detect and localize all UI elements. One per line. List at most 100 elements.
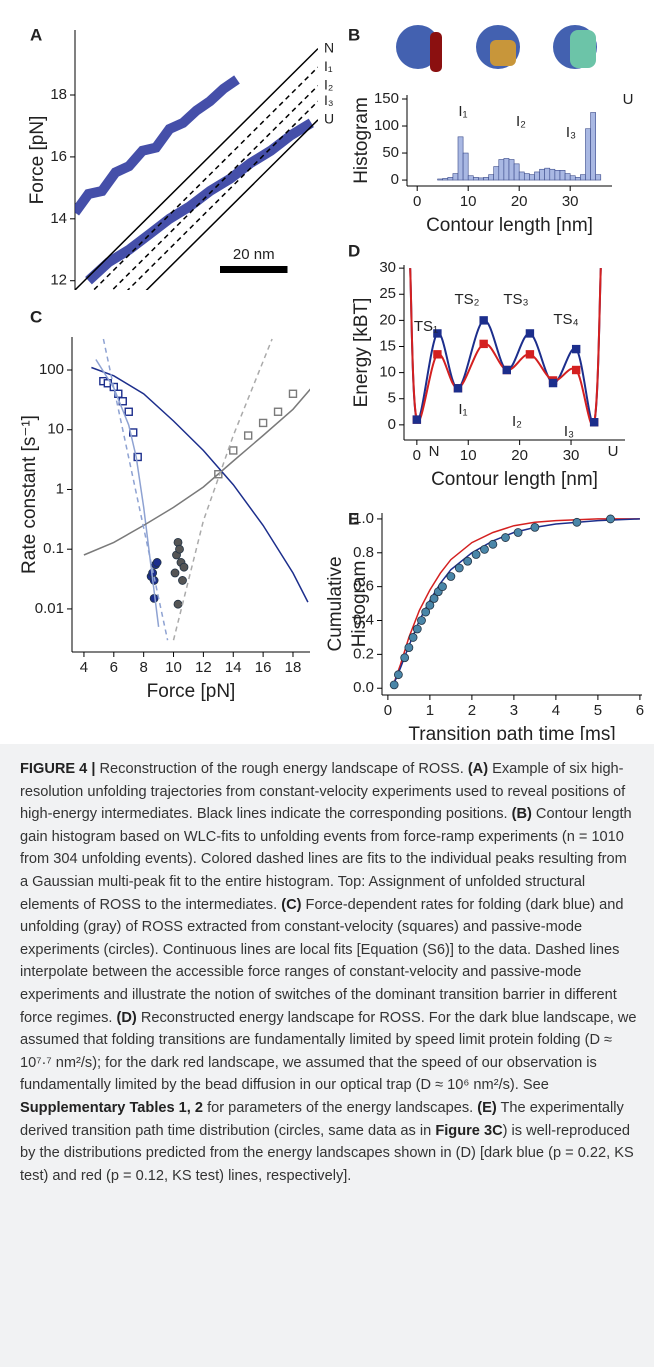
- y-tick-label: 25: [379, 285, 396, 302]
- square-marker: [571, 344, 581, 354]
- histogram-bar: [523, 173, 530, 181]
- circle-marker: [488, 539, 498, 549]
- series-line: [391, 518, 640, 689]
- histogram-bar: [478, 177, 484, 181]
- caption-text: Supplementary Tables 1, 2: [20, 1099, 204, 1116]
- annotation: N: [429, 443, 440, 460]
- helix: [570, 30, 596, 68]
- trace: [75, 75, 240, 216]
- annotation: I₂: [512, 413, 522, 430]
- x-axis-title: Contour length [nm]: [426, 215, 593, 236]
- circle-marker: [463, 556, 473, 566]
- caption-text: (D): [116, 1009, 137, 1026]
- caption-text: Force-dependent rates for folding (dark …: [20, 896, 624, 1026]
- x-tick-label: 10: [165, 659, 182, 676]
- panel-letter: B: [348, 25, 360, 44]
- y-tick-label: 20: [379, 311, 396, 328]
- circle-marker: [606, 514, 615, 524]
- histogram-bar: [580, 174, 586, 181]
- x-tick-label: 20: [511, 193, 528, 210]
- square-marker: [243, 431, 253, 440]
- square-marker: [525, 329, 535, 338]
- square-marker: [589, 418, 599, 427]
- caption-text: Reconstruction of the rough energy lands…: [95, 761, 468, 777]
- annotation: U: [608, 443, 619, 460]
- histogram-bar: [590, 112, 596, 181]
- x-tick-label: 0: [413, 447, 421, 464]
- y-axis-title: Histogram: [349, 561, 370, 648]
- square-marker: [133, 452, 142, 462]
- annotation: TS₄: [553, 311, 578, 328]
- histogram-bar: [595, 174, 602, 181]
- y-tick-label: 1: [56, 480, 64, 497]
- annotation: U: [623, 91, 634, 108]
- line-label: I₂: [324, 76, 333, 92]
- circle-marker: [173, 599, 183, 609]
- circle-marker: [400, 653, 410, 663]
- line-label: I₃: [324, 92, 334, 108]
- histogram-bar: [472, 177, 479, 181]
- circle-marker: [572, 517, 582, 527]
- histogram-bar: [467, 175, 474, 181]
- histogram-bar: [437, 178, 443, 181]
- x-tick-label: 6: [110, 659, 118, 676]
- histogram-bar: [508, 159, 515, 181]
- y-tick-label: 10: [379, 364, 396, 381]
- series-line: [92, 66, 318, 290]
- histogram-bar: [452, 173, 459, 181]
- x-tick-label: 10: [460, 193, 477, 210]
- protein-cartoons: [396, 25, 597, 72]
- caption-text: FIGURE 4 |: [20, 761, 96, 777]
- square-marker: [548, 378, 558, 388]
- circle-marker: [408, 633, 418, 642]
- y-axis-title: Rate constant [s⁻¹]: [19, 415, 40, 574]
- caption-text: Example of six high-resolution unfolding…: [20, 761, 626, 823]
- helix: [430, 32, 442, 72]
- series-line: [391, 518, 640, 689]
- y-tick-label: 0.6: [353, 578, 374, 595]
- x-tick-label: 0: [384, 702, 392, 719]
- x-tick-label: 4: [80, 659, 88, 676]
- square-marker: [479, 339, 488, 349]
- histogram-bar: [483, 177, 489, 181]
- series-line: [172, 338, 273, 641]
- x-tick-label: 10: [460, 447, 477, 464]
- histogram-bar: [488, 174, 494, 181]
- y-tick-label: 14: [50, 210, 67, 227]
- y-tick-label: 18: [50, 86, 67, 103]
- circle-marker: [412, 624, 422, 634]
- circle-marker: [170, 568, 180, 578]
- y-tick-label: 1.0: [353, 510, 374, 527]
- histogram-bar: [518, 171, 525, 181]
- y-tick-label: 15: [379, 337, 396, 354]
- caption-text: (B): [511, 806, 532, 823]
- histogram-bar: [534, 171, 540, 181]
- square-marker: [229, 446, 238, 455]
- y-tick-label: 5: [388, 390, 396, 407]
- y-tick-label: 0: [391, 171, 399, 188]
- circle-marker: [175, 544, 184, 554]
- trace: [85, 118, 314, 285]
- x-tick-label: 5: [594, 702, 602, 719]
- histogram-bar: [544, 167, 551, 181]
- x-tick-label: 30: [562, 193, 579, 210]
- series-line: [95, 359, 160, 627]
- panel-letter: C: [30, 307, 42, 326]
- histogram-bar: [493, 166, 500, 181]
- protein: [396, 25, 440, 69]
- histogram-bar: [569, 175, 576, 181]
- caption-text: The experimentally derived transition pa…: [20, 1099, 624, 1139]
- x-tick-label: 3: [510, 702, 518, 719]
- panel: D 0 5 10 15 20 25 30 0 10 20 30 Contour length [nm] E…: [348, 241, 625, 490]
- panel: B 0 50 100 150 0 10 20 30 Contour length [nm] Hist…: [348, 25, 633, 236]
- panel: C 0.01 0.1 1 10 100 4 6 8 10 12 14 16 18 Force [pN] Rat…: [19, 307, 310, 702]
- y-axis-title: Energy [kBT]: [351, 298, 372, 408]
- circle-marker: [429, 594, 439, 603]
- annotation: I₂: [516, 113, 526, 130]
- caption-text: Figure 3C: [435, 1122, 503, 1139]
- histogram-bar: [442, 178, 449, 181]
- annotation: I₃: [566, 124, 576, 141]
- caption-text: (E): [477, 1099, 497, 1116]
